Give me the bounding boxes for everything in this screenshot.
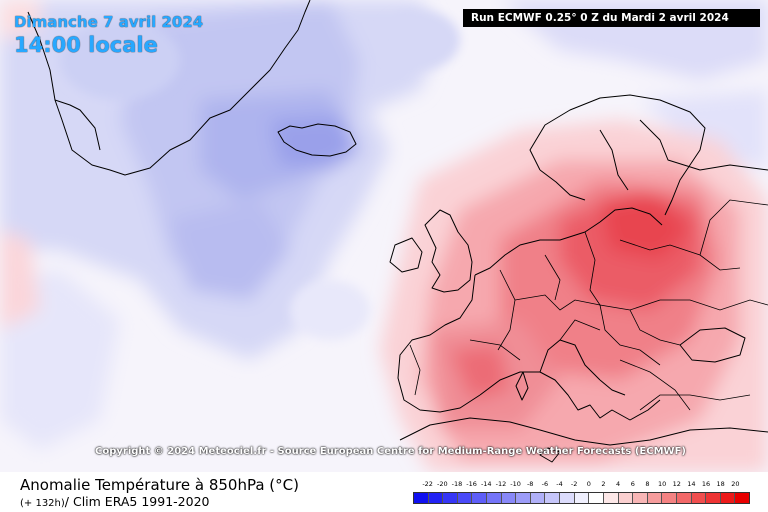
temperature-anomaly-map xyxy=(0,0,768,472)
legend-swatch xyxy=(457,493,473,503)
country-borders xyxy=(409,199,768,411)
coastlines xyxy=(27,0,768,463)
forecast-local-time: 14:00 locale xyxy=(14,33,158,57)
legend-label: -22 xyxy=(422,480,433,488)
legend-label: 18 xyxy=(716,480,725,488)
climatology-reference: / Clim ERA5 1991-2020 xyxy=(64,494,210,509)
legend-swatch xyxy=(589,493,604,503)
model-run-label: Run ECMWF 0.25° 0 Z du Mardi 2 avril 202… xyxy=(463,9,760,27)
footer-subtitle: (+ 132h)/ Clim ERA5 1991-2020 xyxy=(20,494,210,509)
legend-label: 14 xyxy=(687,480,696,488)
legend-swatch xyxy=(501,493,517,503)
legend-swatch xyxy=(530,493,546,503)
legend-label: -8 xyxy=(526,480,534,488)
forecast-date: Dimanche 7 avril 2024 xyxy=(14,13,204,31)
legend-swatch xyxy=(647,493,663,503)
legend-label: -18 xyxy=(451,480,463,488)
legend-label: 0 xyxy=(586,480,591,488)
legend-label: -16 xyxy=(466,480,477,488)
legend-label: 10 xyxy=(657,480,667,488)
forecast-lead-time: (+ 132h) xyxy=(20,498,65,509)
legend-swatch xyxy=(633,493,648,503)
legend-swatch xyxy=(706,493,721,503)
legend-label: 16 xyxy=(701,480,711,488)
legend-label: 20 xyxy=(731,480,740,488)
legend-label: -2 xyxy=(570,480,578,488)
color-scale-legend: -22 -20 -18 -16 -14 -12 -10 -8 -6 -4 -2 0 2 4 6 8 10 12 14… xyxy=(413,480,750,510)
legend-swatch xyxy=(545,493,561,503)
copyright-notice: Copyright © 2024 Meteociel.fr - Source E… xyxy=(95,446,686,457)
legend-swatch xyxy=(735,493,750,503)
legend-swatch xyxy=(487,493,502,503)
legend-label: -12 xyxy=(495,480,507,488)
legend-swatch xyxy=(560,493,575,503)
legend-label: 6 xyxy=(630,480,635,488)
legend-swatch xyxy=(428,493,444,503)
legend-labels: -22 -20 -18 -16 -14 -12 -10 -8 -6 -4 -2 0 2 4 6 8 10 12 14… xyxy=(413,480,750,492)
legend-label: -20 xyxy=(436,480,448,488)
legend-label: -4 xyxy=(556,480,563,488)
legend-color-bar xyxy=(413,492,750,504)
legend-label: -10 xyxy=(510,480,521,488)
map-footer: Anomalie Température à 850hPa (°C) (+ 13… xyxy=(0,472,768,512)
legend-swatch xyxy=(574,493,590,503)
legend-swatch xyxy=(414,493,429,503)
legend-swatch xyxy=(472,493,488,503)
footer-title: Anomalie Température à 850hPa (°C) xyxy=(20,476,299,494)
legend-swatch xyxy=(676,493,692,503)
legend-label: -14 xyxy=(480,480,492,488)
legend-swatch xyxy=(662,493,677,503)
legend-label: 8 xyxy=(645,480,650,488)
legend-swatch xyxy=(443,493,458,503)
legend-swatch xyxy=(691,493,707,503)
legend-swatch xyxy=(516,493,531,503)
legend-swatch xyxy=(720,493,736,503)
legend-label: 2 xyxy=(601,480,606,488)
legend-swatch xyxy=(603,493,619,503)
legend-swatch xyxy=(618,493,634,503)
legend-label: 12 xyxy=(672,480,681,488)
legend-label: -6 xyxy=(541,480,549,488)
legend-label: 4 xyxy=(616,480,621,488)
